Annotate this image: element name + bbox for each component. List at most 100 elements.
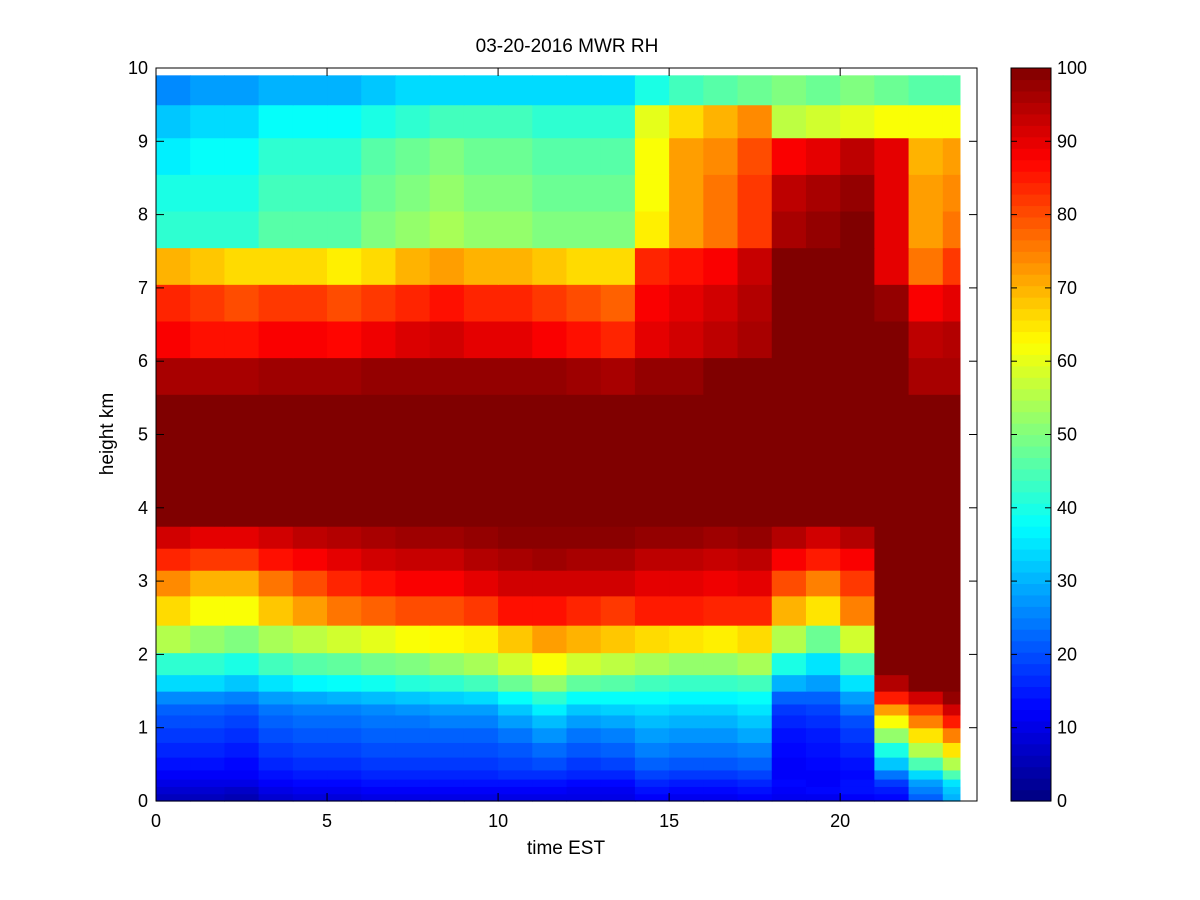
heatmap-cell <box>600 793 636 802</box>
heatmap-cell <box>498 247 533 285</box>
heatmap-cell <box>942 703 961 716</box>
heatmap-cell <box>156 104 191 139</box>
heatmap-cell <box>361 357 397 395</box>
heatmap-cell <box>224 652 260 676</box>
heatmap-cell <box>463 595 499 626</box>
heatmap-cell <box>156 320 191 359</box>
heatmap-cell <box>942 504 961 527</box>
heatmap-cells <box>156 75 961 802</box>
heatmap-cell <box>942 786 961 795</box>
heatmap-cell <box>498 570 533 597</box>
heatmap-cell <box>942 727 961 743</box>
heatmap-cell <box>156 570 191 597</box>
heatmap-cell <box>703 526 739 549</box>
heatmap-cell <box>703 247 739 285</box>
heatmap-cell <box>463 210 499 249</box>
heatmap-cell <box>669 793 704 802</box>
heatmap-cell <box>156 174 191 212</box>
heatmap-cell <box>463 320 499 359</box>
colorbar-segment <box>1011 113 1051 126</box>
heatmap-cell <box>292 320 328 359</box>
heatmap-cell <box>600 284 636 322</box>
heatmap-cell <box>874 652 910 676</box>
heatmap-cell <box>566 504 602 527</box>
heatmap-cell <box>463 357 499 395</box>
heatmap-cell <box>737 174 773 212</box>
heatmap-cell <box>908 427 944 458</box>
heatmap-cell <box>532 727 568 743</box>
heatmap-cell <box>361 482 397 505</box>
heatmap-cell <box>395 320 431 359</box>
heatmap-cell <box>463 548 499 571</box>
heatmap-cell <box>566 247 602 285</box>
heatmap-cell <box>532 595 568 626</box>
heatmap-cell <box>258 394 294 428</box>
heatmap-cell <box>634 691 670 705</box>
heatmap-cell <box>327 394 362 428</box>
heatmap-cell <box>224 595 260 626</box>
heatmap-cell <box>908 595 944 626</box>
heatmap-cell <box>429 394 465 428</box>
heatmap-cell <box>532 104 568 139</box>
heatmap-cell <box>292 727 328 743</box>
heatmap-cell <box>292 757 328 771</box>
heatmap-cell <box>874 394 910 428</box>
heatmap-cell <box>361 742 397 758</box>
heatmap-cell <box>532 570 568 597</box>
colorbar-segment <box>1011 766 1051 779</box>
heatmap-cell <box>429 504 465 527</box>
heatmap-cell <box>258 757 294 771</box>
heatmap-cell <box>737 757 773 771</box>
heatmap-cell <box>634 793 670 802</box>
heatmap-cell <box>463 526 499 549</box>
heatmap-cell <box>361 504 397 527</box>
heatmap-cell <box>395 247 431 285</box>
heatmap-cell <box>908 714 944 729</box>
heatmap-cell <box>190 247 226 285</box>
heatmap-cell <box>634 786 670 795</box>
heatmap-cell <box>634 625 670 654</box>
heatmap-cell <box>703 757 739 771</box>
heatmap-cell <box>703 595 739 626</box>
heatmap-cell <box>703 714 739 729</box>
heatmap-cell <box>942 714 961 729</box>
colorbar: 0 10 20 30 40 50 60 70 80 90 100 <box>1010 58 1087 811</box>
heatmap-cell <box>737 703 773 716</box>
heatmap-cell <box>600 357 636 395</box>
heatmap-cell <box>908 75 944 106</box>
heatmap-cell <box>361 548 397 571</box>
heatmap-cell <box>429 786 465 795</box>
heatmap-cell <box>532 779 568 787</box>
heatmap-cell <box>805 320 841 359</box>
heatmap-cell <box>703 727 739 743</box>
heatmap-cell <box>532 769 568 780</box>
colorbar-segment <box>1011 148 1051 161</box>
heatmap-cell <box>258 427 294 458</box>
colorbar-segment <box>1011 354 1051 367</box>
heatmap-cell <box>327 786 362 795</box>
heatmap-cell <box>737 75 773 106</box>
heatmap-cell <box>361 625 397 654</box>
heatmap-cell <box>942 570 961 597</box>
heatmap-cell <box>634 320 670 359</box>
heatmap-cell <box>737 674 773 692</box>
heatmap-cell <box>737 482 773 505</box>
heatmap-cell <box>429 284 465 322</box>
colorbar-ticks: 0 10 20 30 40 50 60 70 80 90 100 <box>1011 58 1087 811</box>
heatmap-cell <box>942 757 961 771</box>
heatmap-cell <box>566 742 602 758</box>
x-tick-label: 5 <box>322 811 332 831</box>
heatmap-cell <box>805 137 841 175</box>
heatmap-cell <box>190 284 226 322</box>
heatmap-cell <box>942 482 961 505</box>
colorbar-segment <box>1011 388 1051 401</box>
heatmap-cell <box>156 247 191 285</box>
heatmap-cell <box>840 104 875 139</box>
heatmap-cell <box>634 427 670 458</box>
heatmap-cell <box>258 691 294 705</box>
colorbar-segment <box>1011 331 1051 344</box>
heatmap-cell <box>327 570 362 597</box>
heatmap-cell <box>874 786 910 795</box>
heatmap-cell <box>532 652 568 676</box>
